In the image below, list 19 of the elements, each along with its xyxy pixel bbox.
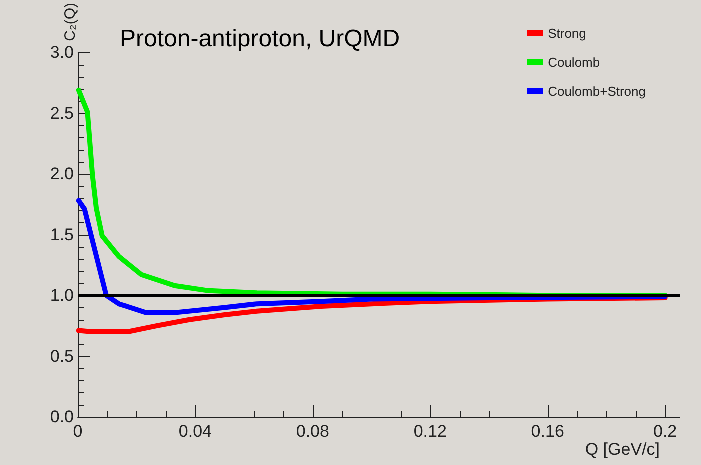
x-axis-title: Q [GeV/c] bbox=[585, 440, 660, 459]
chart-title: Proton-antiproton, UrQMD bbox=[120, 26, 400, 52]
x-tick-label: 0.08 bbox=[296, 422, 330, 441]
y-tick-label: 3.0 bbox=[50, 43, 74, 62]
x-tick-label: 0.16 bbox=[531, 422, 564, 441]
legend-label: Strong bbox=[548, 26, 586, 41]
x-tick-label: 0.04 bbox=[178, 422, 212, 441]
y-tick-label: 1.0 bbox=[50, 286, 74, 306]
x-tick-label: 0 bbox=[73, 422, 83, 441]
x-tick-label: 0.12 bbox=[414, 422, 447, 441]
y-tick-label: 1.5 bbox=[50, 225, 74, 244]
y-axis-title: C₂(Q) bbox=[62, 3, 79, 42]
x-tick-label: 0.2 bbox=[653, 422, 678, 441]
legend-label: Coulomb+Strong bbox=[548, 84, 646, 99]
y-tick-label: 2.5 bbox=[50, 104, 74, 123]
y-tick-label: 2.0 bbox=[50, 164, 74, 184]
y-tick-label: 0.0 bbox=[50, 408, 74, 426]
legend-label: Coulomb bbox=[548, 55, 600, 70]
y-tick-label: 0.5 bbox=[50, 346, 74, 366]
